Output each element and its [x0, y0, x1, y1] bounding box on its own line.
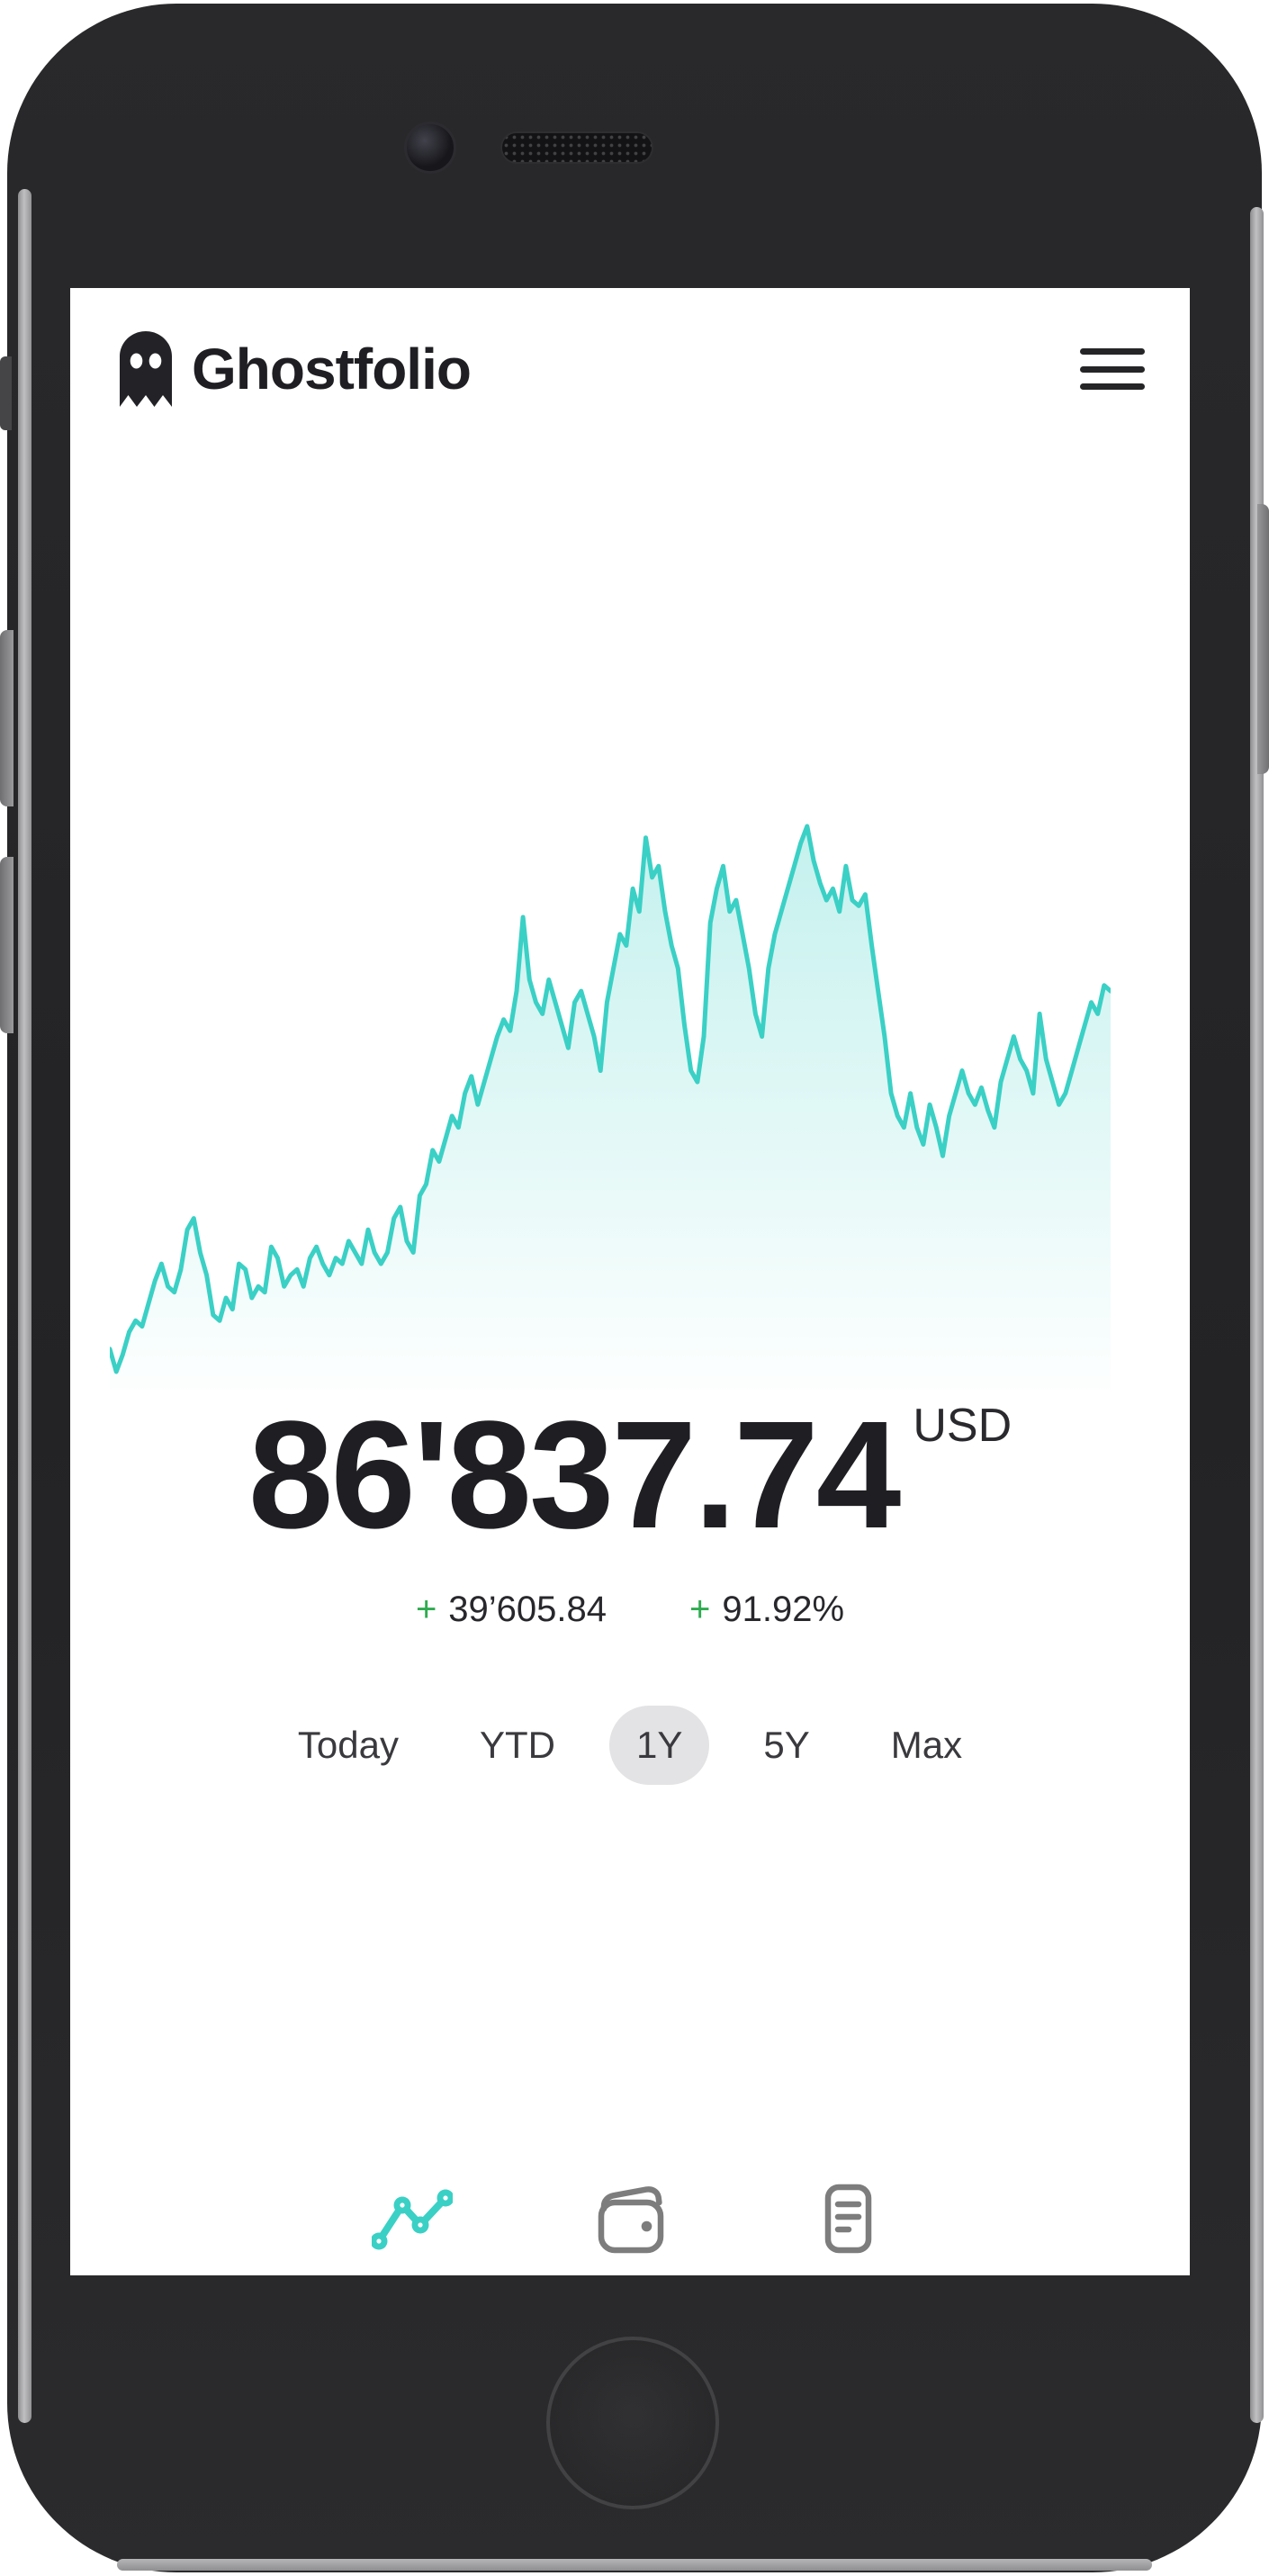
nav-transactions-report-icon[interactable]: [807, 2178, 888, 2259]
app-header: Ghostfolio: [120, 324, 1145, 414]
nav-accounts-wallet-icon[interactable]: [590, 2178, 670, 2259]
app-screen: Ghostfolio 86'837.74 USD + 39’605.84 +: [70, 288, 1190, 2275]
front-camera: [404, 122, 456, 174]
bottom-navigation: [70, 2178, 1190, 2259]
plus-icon: +: [689, 1590, 711, 1629]
period-button-max[interactable]: Max: [864, 1706, 989, 1785]
earpiece-speaker: [500, 131, 653, 164]
app-title: Ghostfolio: [192, 337, 472, 401]
period-selector: Today YTD 1Y 5Y Max: [70, 1706, 1190, 1785]
mute-switch: [0, 356, 12, 430]
volume-down-button: [0, 857, 14, 1033]
portfolio-value-row: 86'837.74 USD: [70, 1399, 1190, 1552]
volume-up-button: [0, 630, 14, 806]
percent-change-stat: + 91.92%: [689, 1590, 844, 1630]
hamburger-menu-icon[interactable]: [1080, 348, 1145, 390]
wallet-icon: [598, 2186, 664, 2254]
absolute-change-value: 39’605.84: [448, 1590, 608, 1629]
period-button-5y[interactable]: 5Y: [736, 1706, 836, 1785]
percent-change-value: 91.92%: [722, 1590, 845, 1629]
change-stats-row: + 39’605.84 + 91.92%: [70, 1590, 1190, 1630]
ghost-logo-icon: [120, 331, 172, 407]
portfolio-chart[interactable]: [110, 821, 1111, 1390]
phone-bottom-rail: [117, 2559, 1152, 2571]
home-button[interactable]: [546, 2337, 719, 2509]
currency-label: USD: [913, 1400, 1012, 1452]
portfolio-total-value: 86'837.74: [248, 1390, 901, 1561]
period-button-ytd[interactable]: YTD: [453, 1706, 582, 1785]
power-button: [1257, 504, 1269, 774]
nav-overview-line-chart-icon[interactable]: [372, 2178, 453, 2259]
period-button-1y[interactable]: 1Y: [608, 1706, 710, 1785]
phone-left-rail: [18, 189, 32, 2423]
line-chart-icon: [372, 2189, 453, 2250]
report-icon: [824, 2184, 872, 2254]
plus-icon: +: [415, 1590, 437, 1629]
absolute-change-stat: + 39’605.84: [416, 1590, 607, 1630]
period-button-today[interactable]: Today: [271, 1706, 426, 1785]
